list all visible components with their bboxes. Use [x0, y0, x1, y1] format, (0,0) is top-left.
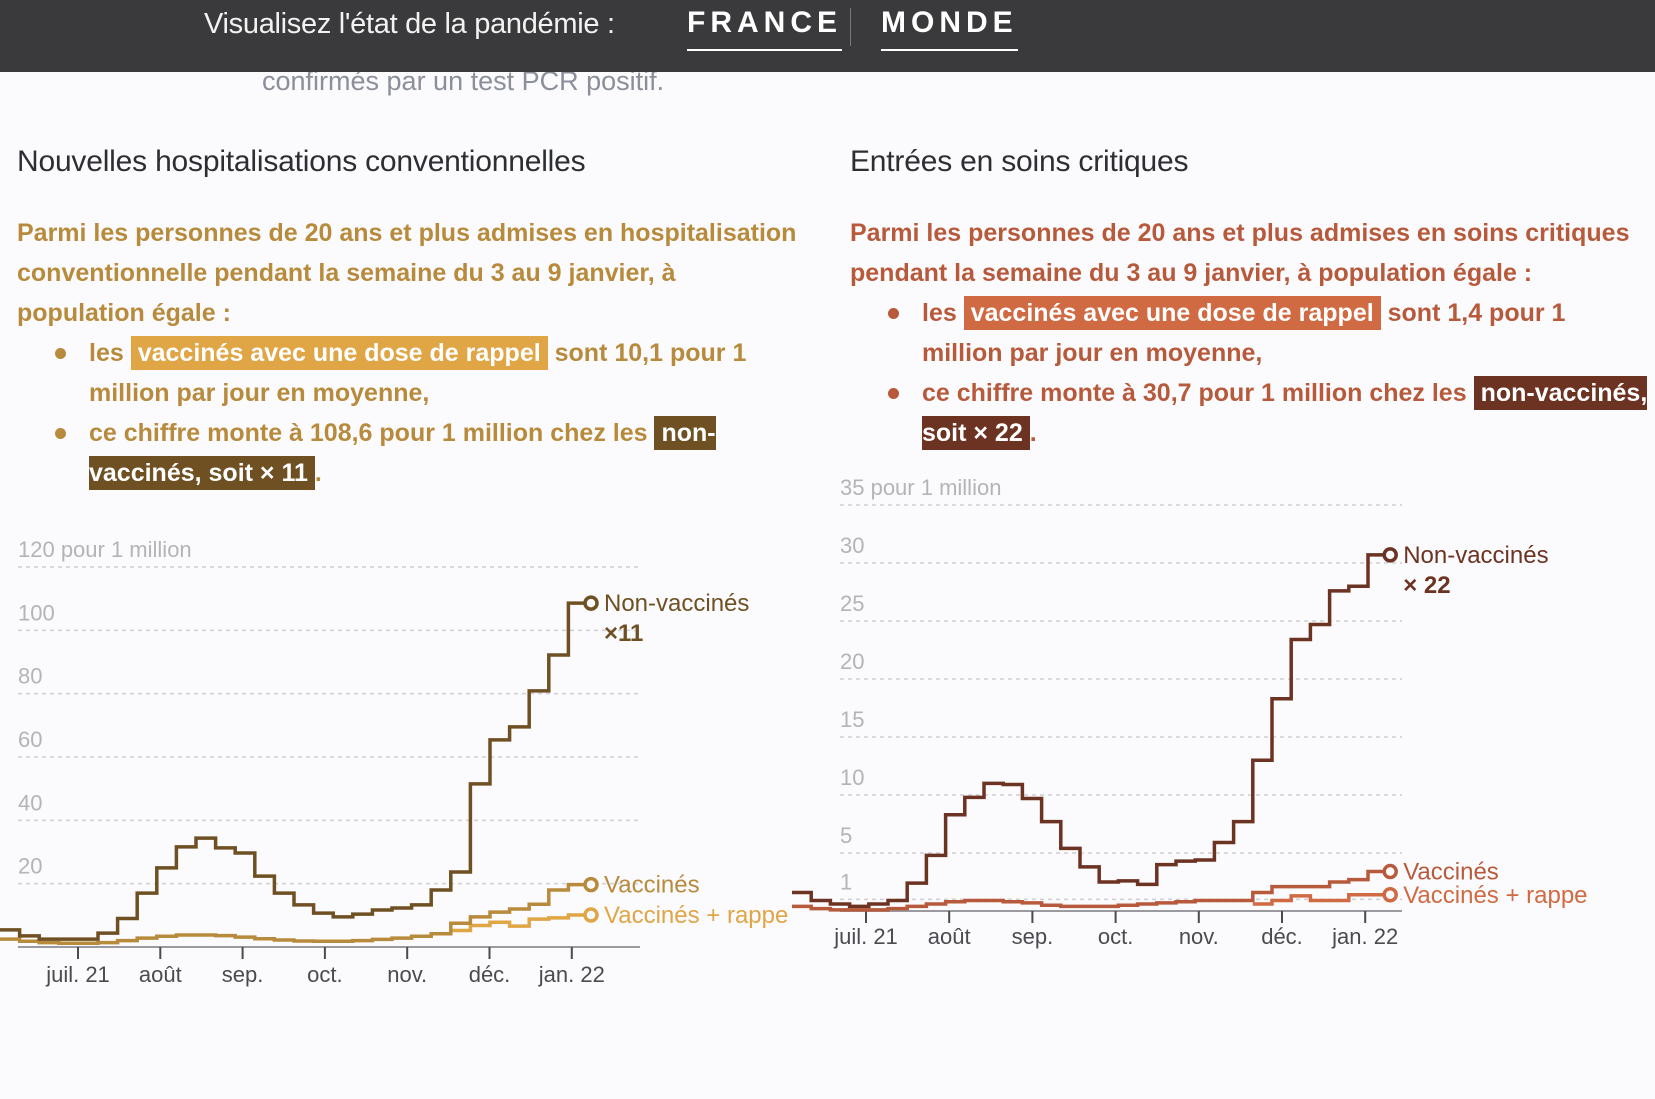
- series-line-vaccin-s-rappel: [450, 913, 588, 933]
- series-end-label: Vaccinés: [1403, 859, 1499, 886]
- section-soins-critiques: Entrées en soins critiques Parmi les per…: [850, 145, 1650, 453]
- x-tick-label: déc.: [469, 962, 511, 987]
- y-tick-label: 40: [18, 790, 42, 815]
- series-line-vaccin-s: [0, 882, 588, 945]
- nav-lead-text: Visualisez l'état de la pandémie :: [204, 8, 615, 40]
- nav-separator: [850, 8, 851, 46]
- series-end-label: Vaccinés: [604, 872, 700, 899]
- bullet-list: les vaccinés avec une dose de rappel son…: [17, 333, 807, 493]
- x-tick-label: sep.: [222, 962, 264, 987]
- highlight-boosted: vaccinés avec une dose de rappel: [963, 296, 1381, 330]
- bullet-text: sont 1,4 pour 1 million par jour en moye…: [922, 299, 1566, 367]
- nav-tab-monde[interactable]: MONDE: [881, 6, 1018, 51]
- y-tick-label: 35 pour 1 million: [840, 475, 1001, 500]
- section-hospitalisations: Nouvelles hospitalisations conventionnel…: [17, 145, 807, 493]
- y-tick-label: 5: [840, 823, 852, 848]
- bullet-text: .: [1029, 419, 1037, 447]
- y-tick-label: 60: [18, 727, 42, 752]
- nav-tab-france[interactable]: FRANCE: [687, 6, 842, 51]
- bullet-boosted: les vaccinés avec une dose de rappel son…: [888, 293, 1650, 373]
- bullet-text: .: [314, 459, 322, 487]
- bullet-text: ce chiffre monte à 108,6 pour 1 million …: [89, 419, 655, 447]
- lede-text: Parmi les personnes de 20 ans et plus ad…: [850, 219, 1630, 287]
- series-line-vaccin-s-rappel: [1252, 893, 1388, 906]
- section-lede: Parmi les personnes de 20 ans et plus ad…: [17, 213, 807, 493]
- x-tick-label: jan. 22: [1331, 924, 1398, 949]
- x-tick-label: août: [139, 962, 182, 987]
- bullet-list: les vaccinés avec une dose de rappel son…: [850, 293, 1650, 453]
- bullet-unvaccinated: ce chiffre monte à 30,7 pour 1 million c…: [888, 373, 1650, 453]
- x-tick-label: août: [928, 924, 971, 949]
- bullet-text: les: [922, 299, 964, 327]
- section-title: Entrées en soins critiques: [850, 145, 1189, 178]
- series-line-vaccin-s: [792, 869, 1388, 912]
- top-navigation-bar: Visualisez l'état de la pandémie : FRANC…: [0, 0, 1655, 72]
- series-end-marker: [1382, 887, 1398, 903]
- x-tick-label: déc.: [1261, 924, 1303, 949]
- x-tick-label: sep.: [1012, 924, 1054, 949]
- section-lede: Parmi les personnes de 20 ans et plus ad…: [850, 213, 1650, 453]
- x-tick-label: jan. 22: [538, 962, 605, 987]
- highlight-boosted: vaccinés avec une dose de rappel: [130, 336, 548, 370]
- series-end-marker: [1382, 547, 1398, 563]
- ratio-label: × 22: [1403, 572, 1450, 599]
- series-end-marker: [583, 595, 599, 611]
- x-tick-label: nov.: [387, 962, 427, 987]
- series-end-label: Non-vaccinés: [604, 590, 749, 617]
- bullet-unvaccinated: ce chiffre monte à 108,6 pour 1 million …: [55, 413, 807, 493]
- y-tick-label: 30: [840, 533, 864, 558]
- y-tick-label: 20: [840, 649, 864, 674]
- series-line-non-vaccin-s: [0, 601, 588, 941]
- section-title: Nouvelles hospitalisations conventionnel…: [17, 145, 586, 178]
- x-tick-label: oct.: [1098, 924, 1133, 949]
- chart-hospitalisations: 20 40 60 80 100 120 pour 1 million juil. 21 aoû…: [0, 537, 788, 987]
- y-tick-label: 120 pour 1 million: [18, 537, 192, 562]
- y-tick-label: 100: [18, 600, 55, 625]
- bullet-text: ce chiffre monte à 30,7 pour 1 million c…: [922, 379, 1474, 407]
- bullet-text: les: [89, 339, 131, 367]
- y-tick-label: 10: [840, 765, 864, 790]
- series-end-marker: [583, 876, 599, 893]
- series-end-label: Non-vaccinés: [1403, 542, 1548, 569]
- series-end-marker: [1382, 863, 1398, 880]
- x-tick-label: juil. 21: [833, 924, 898, 949]
- series-end-label: Vaccinés + rappe: [604, 902, 788, 929]
- y-tick-label: 15: [840, 707, 864, 732]
- x-tick-label: juil. 21: [45, 962, 110, 987]
- y-tick-label: 1: [840, 869, 852, 894]
- x-tick-label: nov.: [1179, 924, 1219, 949]
- series-line-non-vaccin-s: [792, 553, 1388, 909]
- bullet-boosted: les vaccinés avec une dose de rappel son…: [55, 333, 807, 413]
- x-tick-label: oct.: [307, 962, 342, 987]
- bullet-text: sont 10,1 pour 1 million par jour en moy…: [89, 339, 747, 407]
- lede-text: Parmi les personnes de 20 ans et plus ad…: [17, 219, 797, 327]
- series-end-marker: [583, 907, 599, 923]
- ratio-label: ×11: [604, 620, 643, 647]
- y-tick-label: 20: [18, 854, 42, 879]
- series-end-label: Vaccinés + rappe: [1403, 882, 1587, 909]
- y-tick-label: 80: [18, 664, 42, 689]
- y-tick-label: 25: [840, 591, 864, 616]
